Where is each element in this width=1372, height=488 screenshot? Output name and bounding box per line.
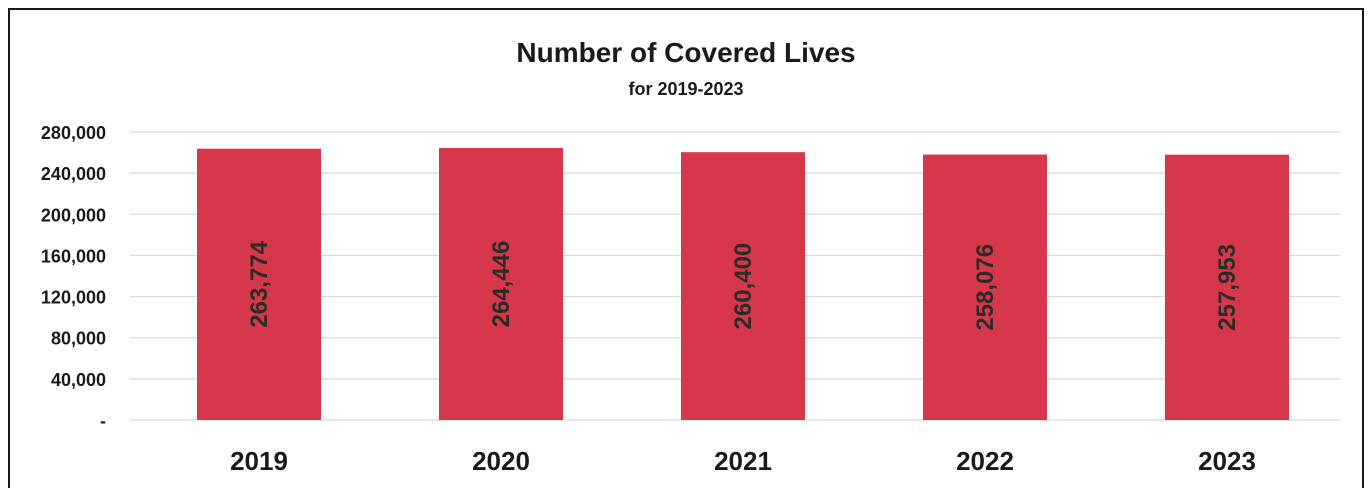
bar [439, 147, 563, 420]
chart-subtitle: for 2019-2023 [628, 79, 743, 99]
bars-layer: 263,774 2019 264,446 2020 260,400 2021 258,076… [197, 147, 1289, 476]
y-tick-label: 200,000 [41, 205, 106, 225]
y-tick-label: 120,000 [41, 288, 106, 308]
data-label: 258,076 [972, 244, 999, 331]
chart-title: Number of Covered Lives [516, 37, 855, 68]
x-tick-label: 2021 [714, 446, 772, 476]
y-tick-label: 240,000 [41, 164, 106, 184]
x-tick-label: 2023 [1198, 446, 1256, 476]
x-tick-label: 2020 [472, 446, 530, 476]
x-tick-label: 2019 [230, 446, 288, 476]
x-tick-label: 2022 [956, 446, 1014, 476]
bar [681, 152, 805, 420]
bar [923, 154, 1047, 420]
y-tick-label: - [100, 411, 106, 431]
data-label: 263,774 [246, 240, 273, 327]
data-label: 264,446 [488, 241, 515, 328]
y-tick-label: 40,000 [51, 370, 106, 390]
y-tick-label: 280,000 [41, 123, 106, 143]
data-label: 257,953 [1214, 244, 1241, 331]
bar [1165, 154, 1289, 420]
data-label: 260,400 [730, 243, 757, 330]
bar [197, 148, 321, 420]
y-tick-label: 160,000 [41, 246, 106, 266]
y-tick-label: 80,000 [51, 329, 106, 349]
